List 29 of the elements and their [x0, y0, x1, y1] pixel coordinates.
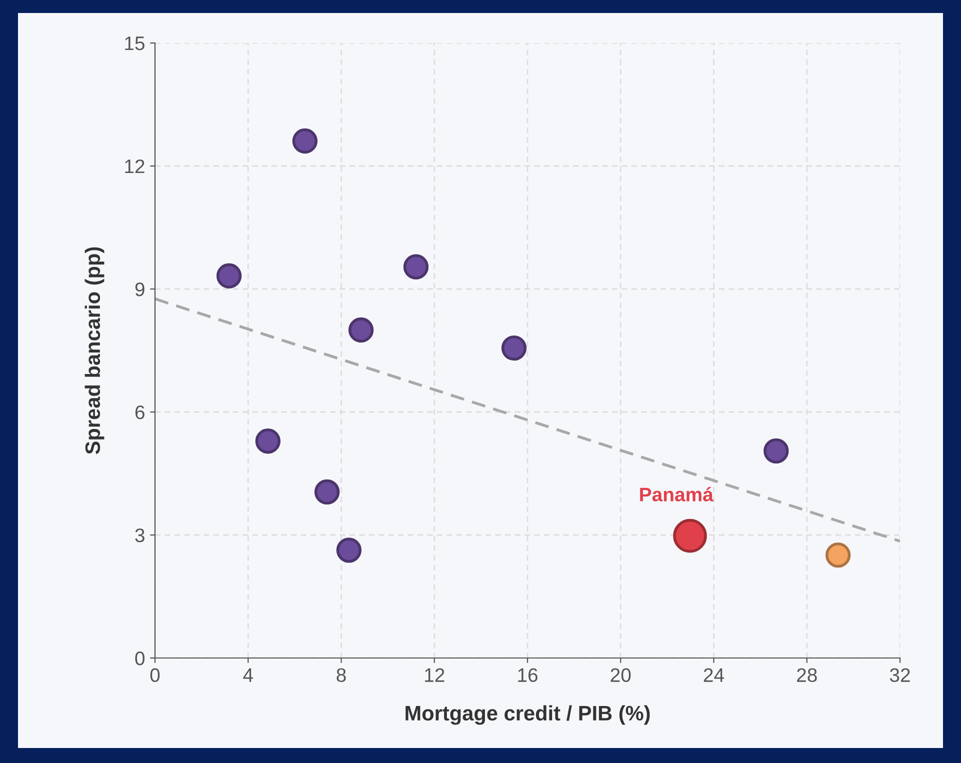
- x-axis-title: Mortgage credit / PIB (%): [406, 705, 650, 725]
- y-tick-label: 6: [135, 405, 144, 420]
- point: [314, 479, 340, 505]
- y-tick-label: 9: [135, 282, 144, 296]
- x-tick-label: 0: [150, 668, 160, 682]
- point: [255, 428, 280, 454]
- point: [501, 335, 527, 361]
- x-tick-label: 28: [797, 668, 817, 682]
- x-tick-label: 8: [336, 668, 346, 682]
- point: [216, 263, 242, 288]
- point: [348, 317, 374, 343]
- point: [292, 128, 318, 154]
- point: [336, 538, 362, 563]
- y-tick-label: 12: [125, 159, 144, 174]
- point: [825, 542, 851, 568]
- x-tick-label: 32: [890, 668, 910, 682]
- y-tick-label: 0: [135, 651, 145, 666]
- x-tick-label: 12: [425, 668, 444, 682]
- point: [764, 438, 789, 464]
- x-tick-label: 4: [243, 668, 253, 682]
- point: [403, 254, 429, 280]
- y-tick-label: 15: [125, 36, 144, 50]
- y-tick-label: 3: [135, 528, 144, 542]
- x-tick-label: 24: [704, 668, 724, 682]
- x-tick-label: 16: [518, 668, 538, 682]
- series-label: Panamá: [640, 486, 714, 502]
- point: [673, 518, 707, 553]
- y-axis-title: Spread bancario (pp): [84, 247, 104, 454]
- x-tick-label: 20: [610, 668, 631, 682]
